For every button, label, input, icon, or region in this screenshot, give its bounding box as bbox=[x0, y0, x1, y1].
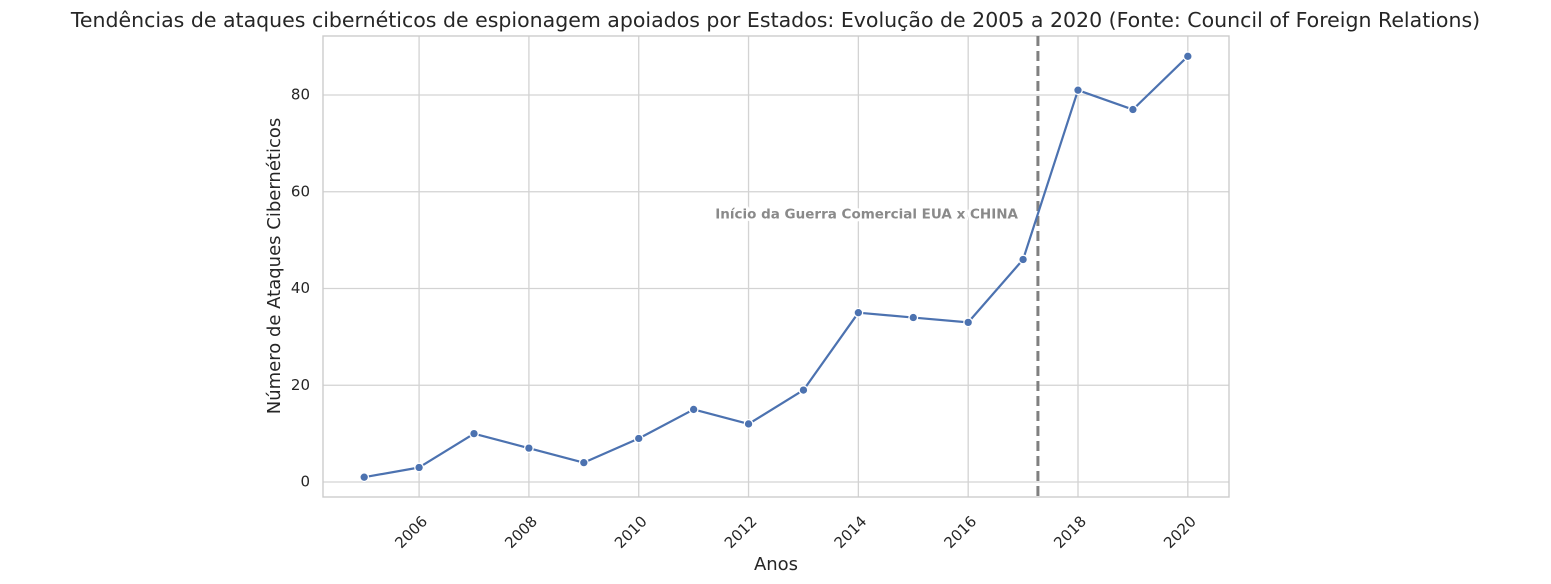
series-layer bbox=[359, 51, 1193, 483]
data-point bbox=[578, 457, 589, 468]
y-tick-label: 80 bbox=[291, 86, 310, 104]
chart-title: Tendências de ataques cibernéticos de es… bbox=[70, 8, 1480, 32]
x-axis-label: Anos bbox=[754, 554, 798, 575]
data-point bbox=[1127, 104, 1138, 115]
data-point bbox=[963, 317, 974, 328]
data-point bbox=[633, 433, 644, 444]
x-tick-label: 2016 bbox=[940, 512, 980, 552]
data-point bbox=[908, 312, 919, 323]
y-tick-label: 40 bbox=[291, 279, 310, 297]
data-point bbox=[523, 443, 534, 454]
y-tick-label: 20 bbox=[291, 376, 310, 394]
data-point bbox=[688, 404, 699, 415]
x-tick-label: 2012 bbox=[721, 512, 761, 552]
y-axis-label: Número de Ataques Cibernéticos bbox=[264, 118, 285, 415]
data-point bbox=[743, 419, 754, 429]
series-line-1 bbox=[363, 55, 1189, 479]
x-tick-label: 2006 bbox=[391, 512, 431, 552]
y-tick-label: 60 bbox=[291, 182, 310, 200]
x-tick-label: 2010 bbox=[611, 512, 651, 552]
y-tick-label: 0 bbox=[300, 473, 310, 491]
x-tick-label: 2020 bbox=[1160, 512, 1200, 552]
data-point bbox=[853, 307, 864, 318]
trade-war-annotation: Início da Guerra Comercial EUA x CHINA bbox=[715, 206, 1018, 222]
x-tick-label: 2008 bbox=[501, 512, 541, 552]
data-point bbox=[469, 428, 479, 439]
x-tick-label: 2018 bbox=[1050, 512, 1090, 552]
y-axis-ticks: 0 20 40 60 80 bbox=[291, 86, 310, 491]
x-axis-ticks: 2006 2008 2010 2012 2014 2016 2018 2020 bbox=[391, 512, 1199, 552]
data-point bbox=[1073, 85, 1083, 96]
annotations: Início da Guerra Comercial EUA x CHINA bbox=[712, 36, 1040, 497]
data-point bbox=[414, 462, 425, 473]
grid bbox=[323, 36, 1229, 497]
data-point bbox=[359, 472, 370, 483]
data-point bbox=[1018, 254, 1029, 265]
plot-frame bbox=[322, 35, 1230, 498]
data-point bbox=[1182, 51, 1193, 62]
x-tick-label: 2014 bbox=[831, 512, 871, 552]
data-point bbox=[798, 385, 809, 396]
